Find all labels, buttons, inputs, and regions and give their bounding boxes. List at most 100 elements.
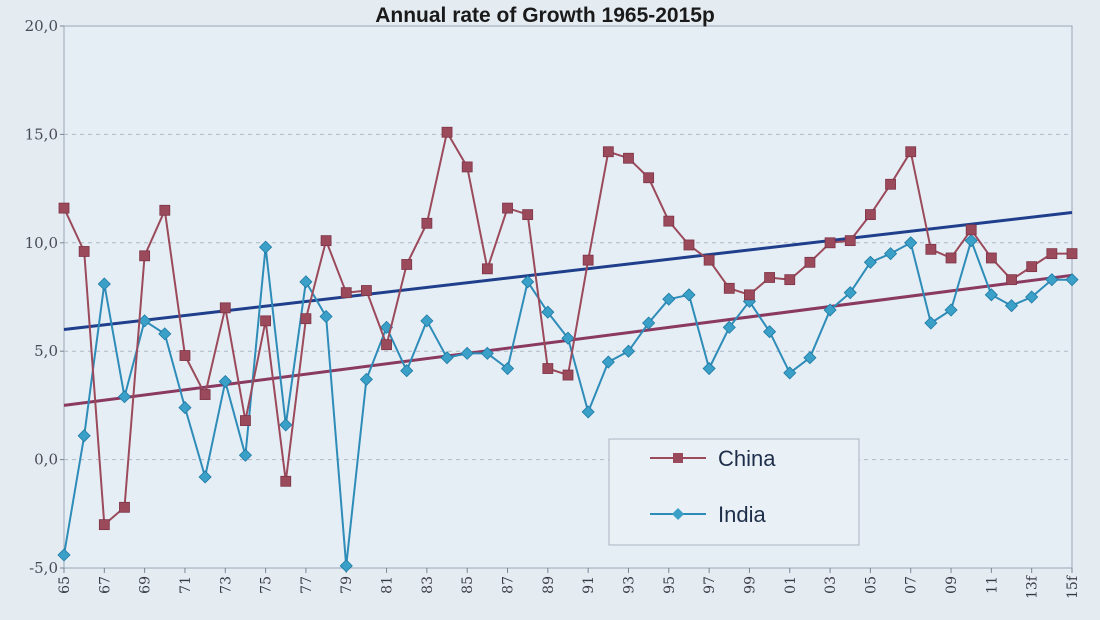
india-point <box>319 309 333 324</box>
y-tick-label: 5,0 <box>34 342 58 360</box>
china-point <box>502 202 513 214</box>
plot-area <box>63 25 1073 569</box>
china-point <box>179 350 191 361</box>
india-point <box>601 355 615 369</box>
india-point <box>299 275 313 289</box>
china-point <box>139 250 151 262</box>
x-tick-label: 03 <box>823 576 839 594</box>
x-tick-label: 99 <box>742 576 758 594</box>
x-tick-label: 85 <box>460 576 476 594</box>
legend-china-marker <box>673 453 683 463</box>
india-point <box>722 320 736 334</box>
china-point <box>744 289 755 301</box>
india-point <box>339 559 353 573</box>
china-point <box>360 285 372 296</box>
china-point <box>381 339 392 351</box>
india-point <box>198 470 212 484</box>
india-point <box>77 429 91 443</box>
x-tick-label: 65 <box>57 576 73 594</box>
x-tick-label: 97 <box>702 576 718 594</box>
x-tick-label: 75 <box>259 576 275 594</box>
x-tick-label: 11 <box>984 576 1000 594</box>
x-tick-label: 69 <box>138 576 154 594</box>
india-point <box>178 401 192 415</box>
china-point <box>885 178 896 190</box>
india-point <box>238 448 253 462</box>
x-tick-label: 09 <box>944 576 960 594</box>
china-point <box>582 254 594 266</box>
x-tick-label: 07 <box>904 576 920 594</box>
india-point <box>561 331 575 345</box>
china-point <box>199 389 211 400</box>
china-point <box>824 237 836 249</box>
china-point <box>542 363 554 374</box>
grid-layer <box>64 133 1072 461</box>
x-tick-label: 73 <box>218 576 234 594</box>
india-point <box>218 374 232 389</box>
china-point <box>240 415 251 426</box>
india-point <box>359 372 373 386</box>
x-tick-label: 87 <box>501 576 517 594</box>
x-axis-ticks: 65 67 69 71 73 75 77 79 81 83 85 87 89 91 93 95 97 99 01 03… <box>57 568 1081 599</box>
india-point <box>964 234 978 248</box>
china-series <box>58 126 1078 531</box>
india-point <box>944 303 958 317</box>
china-point <box>340 287 352 299</box>
india-point <box>440 351 454 365</box>
india-point <box>621 344 636 358</box>
china-point <box>925 243 937 255</box>
x-tick-label: 89 <box>541 576 557 594</box>
india-point <box>803 351 817 365</box>
x-tick-label: 13f <box>1025 574 1041 599</box>
india-point <box>117 390 132 404</box>
china-point <box>602 146 614 158</box>
china-point <box>905 146 917 158</box>
china-point <box>623 152 634 164</box>
india-point <box>642 316 656 330</box>
china-point <box>78 246 90 257</box>
china-point <box>865 209 876 221</box>
india-point <box>823 303 837 317</box>
india-point <box>863 255 877 269</box>
india-point <box>521 275 535 289</box>
india-point <box>581 405 595 419</box>
china-point <box>58 202 70 214</box>
x-tick-label: 79 <box>339 576 355 594</box>
china-point <box>280 475 292 487</box>
india-point <box>541 305 555 319</box>
china-point <box>461 161 473 173</box>
x-tick-label: 01 <box>783 576 799 594</box>
india-series <box>57 234 1079 573</box>
india-point <box>924 316 938 330</box>
china-point <box>1066 248 1078 260</box>
china-point <box>98 519 110 531</box>
china-point <box>703 254 715 266</box>
india-point <box>500 361 515 376</box>
china-point <box>804 256 816 268</box>
china-point <box>159 204 171 216</box>
china-point <box>1006 274 1017 286</box>
y-axis-ticks: 20,0 15,0 10,0 5,0 0,0 -5,0 <box>25 17 64 577</box>
legend-india-label: India <box>718 502 766 527</box>
india-point <box>400 364 414 378</box>
china-point <box>985 252 997 264</box>
y-tick-label: 0,0 <box>34 451 58 469</box>
x-tick-label: 95 <box>662 576 678 594</box>
china-point <box>320 235 332 247</box>
china-point <box>663 215 675 227</box>
x-tick-label: 77 <box>299 576 315 594</box>
india-point <box>1025 290 1039 304</box>
y-tick-label: -5,0 <box>29 559 58 577</box>
y-tick-label: 10,0 <box>25 234 58 252</box>
china-trend-line <box>63 210 1073 332</box>
china-point <box>683 239 695 251</box>
china-point <box>945 252 957 264</box>
chart-title: Annual rate of Growth 1965-2015p <box>375 4 715 27</box>
china-point <box>1046 248 1058 260</box>
y-tick-label: 15,0 <box>25 125 58 143</box>
x-tick-label: 15f <box>1065 574 1081 599</box>
legend-china-label: China <box>718 446 776 471</box>
india-point <box>883 247 898 261</box>
